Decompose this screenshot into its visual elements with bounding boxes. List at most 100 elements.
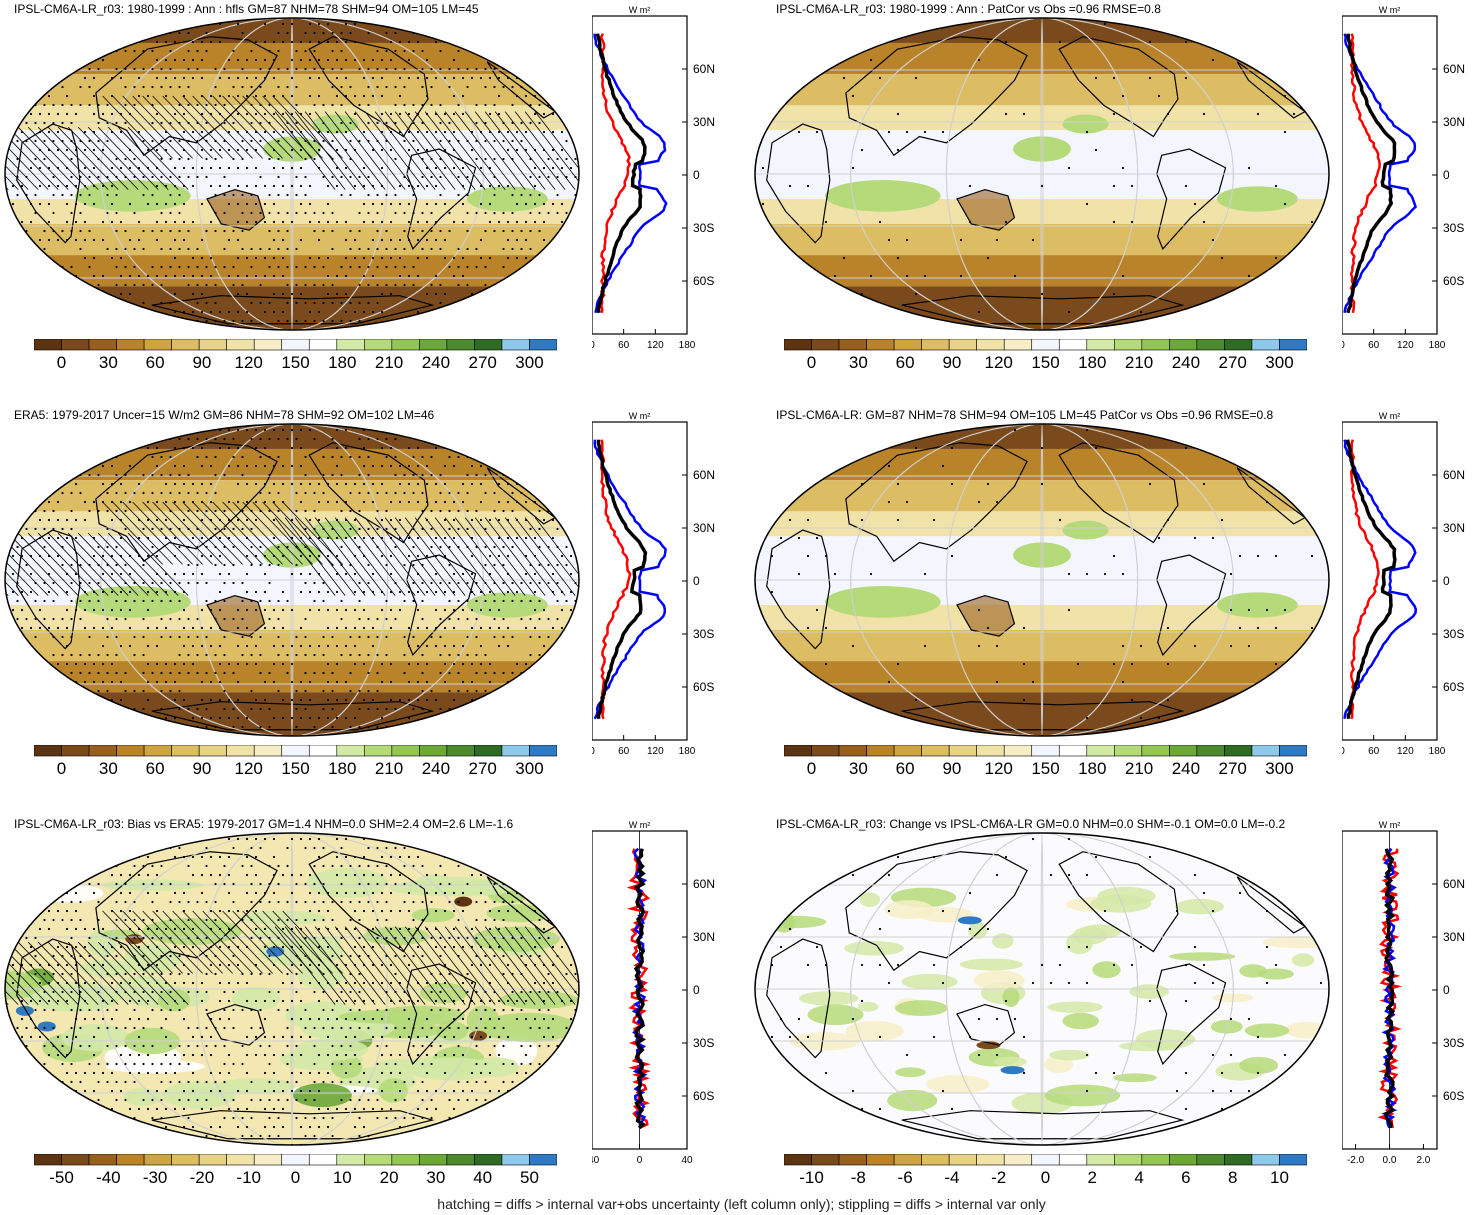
colorbar-tick-label: 20 (380, 1168, 399, 1187)
coastline-namerica (308, 851, 429, 953)
latitude-tick-label: 30S (1443, 627, 1464, 641)
latitude-tick-label: 60N (1443, 468, 1465, 482)
change-region (1239, 1056, 1279, 1074)
change-region (807, 1004, 864, 1025)
value-tick-label: 0 (1342, 340, 1345, 350)
colorbar-tick-label: 30 (99, 759, 118, 778)
colorbar-swatch (1003, 1154, 1033, 1166)
value-tick-label: 120 (1397, 746, 1414, 756)
colorbar: 0 30 60 90 120 150 180 210 240 270 300 (34, 339, 557, 372)
lat-band (755, 105, 1329, 131)
coastline-africa (766, 123, 831, 244)
coastline-africa (16, 123, 81, 244)
extreme-region (15, 1005, 34, 1016)
change-region (859, 892, 881, 908)
zonal-profile-red (1349, 439, 1380, 719)
colorbar-swatch (446, 745, 475, 757)
panel-2: IPSL-CM6A-LR_r03: 1980-1999 : Ann : PatC… (750, 0, 1483, 400)
bias-region (466, 1005, 500, 1036)
colorbar-swatch (1251, 1154, 1280, 1166)
colorbar-tick-label: 270 (468, 353, 496, 372)
coastline-antarctica (901, 701, 1185, 731)
colorbar-tick-label: -30 (143, 1168, 168, 1187)
colorbar-swatch (921, 1154, 950, 1166)
colorbar-swatch (1114, 745, 1143, 757)
coastline-antarctica (151, 1110, 435, 1140)
zonal-profile-blue (593, 33, 668, 314)
colorbar-swatch (34, 745, 62, 757)
colorbar-swatch (1086, 339, 1115, 351)
colorbar-swatch (1114, 1154, 1143, 1166)
coastline-namerica (308, 442, 429, 544)
colorbar-swatch (948, 339, 977, 351)
change-region (1002, 987, 1020, 1008)
units-label: W m² (629, 411, 651, 421)
bias-region (295, 1038, 369, 1061)
colorbar-swatch (446, 339, 475, 351)
colorbar-tick-label: 60 (896, 759, 915, 778)
panel-3: ERA5: 1979-2017 Uncer=15 W/m2 GM=86 NHM=… (0, 406, 733, 806)
world-map (4, 17, 580, 331)
colorbar-swatch (336, 745, 365, 757)
graticule (755, 424, 1329, 736)
colorbar-swatch (1279, 339, 1307, 351)
latitude-tick-label: 0 (1443, 983, 1450, 997)
coastline-australia (956, 1003, 1016, 1046)
colorbar-swatch (529, 339, 557, 351)
colorbar-swatch (198, 339, 227, 351)
change-region (901, 973, 958, 990)
colorbar-swatch (838, 745, 867, 757)
colorbar-tick-label: 300 (1265, 759, 1293, 778)
bias-region (29, 986, 119, 1012)
colorbar-swatch (1224, 745, 1253, 757)
latitude-tick-label: 60N (693, 877, 715, 891)
bias-region (215, 1078, 296, 1095)
panel-title: ERA5: 1979-2017 Uncer=15 W/m2 GM=86 NHM=… (14, 408, 435, 422)
zonal-profile-blue (593, 439, 667, 720)
lat-band (5, 480, 579, 512)
bias-region (330, 1054, 363, 1079)
colorbar-swatch (1141, 339, 1170, 351)
latitude-tick-label: 30N (693, 115, 715, 129)
colorbar-tick-label: 210 (1125, 759, 1153, 778)
colorbar-tick-label: 180 (328, 353, 356, 372)
colorbar-swatch (1058, 745, 1088, 757)
panel-title: IPSL-CM6A-LR_r03: Bias vs ERA5: 1979-201… (14, 817, 514, 831)
colorbar-swatch (336, 339, 365, 351)
change-region (992, 933, 1014, 949)
coastline-asia (845, 36, 1028, 157)
colorbar-tick-label: 50 (520, 1168, 539, 1187)
colorbar-swatch (88, 745, 117, 757)
units-label: W m² (1379, 820, 1401, 830)
colorbar-swatch (1086, 745, 1115, 757)
bias-region (404, 1057, 499, 1081)
colorbar-tick-label: 4 (1134, 1168, 1143, 1187)
change-region (1049, 1049, 1090, 1061)
colorbar-swatch (474, 745, 503, 757)
colorbar-tick-label: 90 (942, 353, 961, 372)
coastline-asia (845, 442, 1028, 563)
extreme-region (454, 896, 473, 907)
change-region (1062, 1012, 1099, 1030)
colorbar-swatch (1086, 1154, 1115, 1166)
extreme-region (976, 1041, 1001, 1050)
colorbar-tick-label: 60 (146, 353, 165, 372)
colorbar-swatch (61, 339, 90, 351)
panel-title: IPSL-CM6A-LR: GM=87 NHM=78 SHM=94 OM=105… (776, 408, 1274, 422)
colorbar-swatch (253, 339, 283, 351)
bias-region (231, 986, 281, 1011)
world-map (4, 832, 580, 1146)
colorbar-tick-label: -2 (991, 1168, 1006, 1187)
coastline-samerica (406, 554, 477, 656)
zonal-profile-red (599, 33, 632, 313)
zonal-mean-plot: W m² 60N 30N 0 30S 60S 0 60 120 180 (592, 5, 715, 350)
value-tick-label: 0 (592, 340, 595, 350)
panel-5: IPSL-CM6A-LR_r03: Bias vs ERA5: 1979-201… (0, 815, 733, 1215)
graticule (755, 833, 1329, 1145)
colorbar-tick-label: 0 (807, 759, 816, 778)
bias-region (80, 959, 134, 977)
green-region (466, 592, 548, 618)
colorbar-swatch (1003, 745, 1033, 757)
value-tick-label: 0.0 (1383, 1155, 1397, 1165)
colorbar-swatch (784, 339, 812, 351)
